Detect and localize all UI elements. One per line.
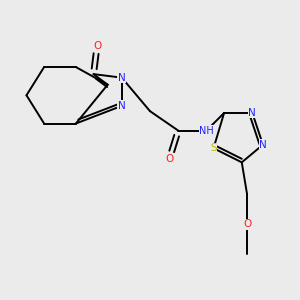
Text: S: S bbox=[210, 143, 217, 153]
Text: N: N bbox=[118, 101, 126, 111]
Text: N: N bbox=[259, 140, 267, 150]
Text: O: O bbox=[243, 219, 251, 229]
Text: N: N bbox=[118, 73, 126, 82]
Text: NH: NH bbox=[199, 126, 214, 136]
Text: O: O bbox=[93, 41, 101, 51]
Text: N: N bbox=[248, 108, 256, 118]
Text: O: O bbox=[165, 154, 173, 164]
